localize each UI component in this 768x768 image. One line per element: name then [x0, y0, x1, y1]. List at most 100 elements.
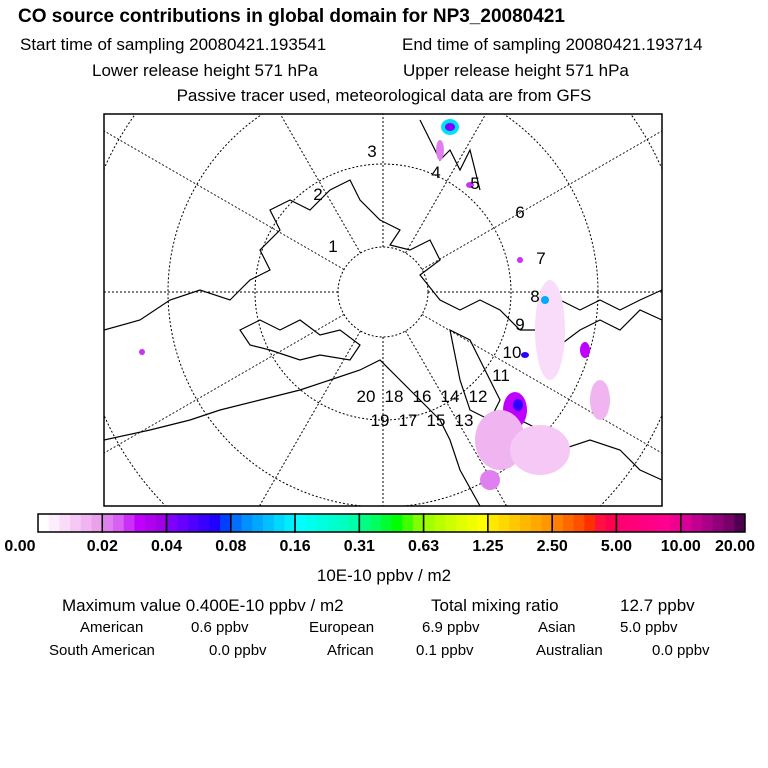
colorbar-cell: [123, 514, 135, 532]
day-label: 8: [530, 287, 539, 306]
total-mixing-label: Total mixing ratio: [431, 596, 559, 615]
start-time: Start time of sampling 20080421.193541: [20, 35, 327, 54]
colorbar-cell: [295, 514, 307, 532]
colorbar-cell: [573, 514, 585, 532]
day-label: 11: [492, 366, 510, 385]
max-value: Maximum value 0.400E-10 ppbv / m2: [62, 596, 344, 615]
colorbar-cell: [380, 514, 392, 532]
colorbar-cell: [445, 514, 457, 532]
day-label: 15: [427, 411, 446, 430]
region-value: 0.0 ppbv: [652, 642, 710, 659]
colorbar-cell: [530, 514, 542, 532]
day-label: 2: [313, 185, 322, 204]
plume-patch: [580, 342, 590, 358]
map-frame: [103, 113, 663, 507]
colorbar-cell: [412, 514, 425, 532]
region-name: American: [80, 619, 144, 636]
plume-patch: [510, 425, 570, 475]
colorbar-cell: [712, 514, 725, 532]
colorbar-tick-label: 0.63: [408, 538, 440, 555]
plume-patch: [535, 280, 565, 380]
colorbar-cell: [370, 514, 382, 532]
colorbar-cell: [209, 514, 221, 532]
colorbar-cell: [584, 514, 596, 532]
colorbar-cell: [220, 514, 232, 532]
colorbar-tick-label: 0.04: [150, 538, 183, 555]
region-value: 0.1 ppbv: [416, 642, 474, 659]
colorbar-cell: [305, 514, 318, 532]
colorbar-cell: [262, 514, 275, 532]
colorbar-cell: [734, 514, 746, 532]
day-label: 1: [328, 237, 337, 256]
colorbar-cell: [70, 514, 82, 532]
colorbar-cell: [359, 514, 371, 532]
plume-patch: [480, 470, 500, 490]
region-value: 0.6 ppbv: [191, 619, 249, 636]
colorbar-cell: [487, 514, 500, 532]
end-time: End time of sampling 20080421.193714: [402, 35, 703, 54]
colorbar-tick-label: 0.00: [4, 538, 36, 555]
total-mixing-value: 12.7 ppbv: [620, 596, 695, 615]
colorbar-cell: [691, 514, 703, 532]
colorbar-tick-label: 20.00: [714, 538, 756, 555]
colorbar-cell: [273, 514, 285, 532]
colorbar-cell: [434, 514, 446, 532]
day-label: 17: [399, 411, 418, 430]
colorbar-cell: [605, 514, 617, 532]
colorbar-cell: [702, 514, 714, 532]
colorbar-cell: [112, 514, 125, 532]
day-label: 19: [371, 411, 390, 430]
colorbar-tick-label: 2.50: [536, 538, 568, 555]
colorbar-cell: [455, 514, 467, 532]
colorbar-tick-label: 1.25: [472, 538, 504, 555]
colorbar-cell: [477, 514, 489, 532]
colorbar-cell: [562, 514, 575, 532]
plume-patch: [139, 349, 145, 355]
day-label: 6: [515, 203, 524, 222]
day-label: 14: [441, 387, 460, 406]
day-label: 12: [469, 387, 488, 406]
region-value: 5.0 ppbv: [620, 619, 678, 636]
figure-title: CO source contributions in global domain…: [18, 6, 565, 27]
colorbar-cell: [284, 514, 296, 532]
colorbar-cell: [230, 514, 243, 532]
colorbar-cell: [80, 514, 93, 532]
colorbar-cell: [520, 514, 532, 532]
plume-patch: [513, 399, 523, 411]
plume-patch: [590, 380, 610, 420]
colorbar-cell: [252, 514, 264, 532]
colorbar-cell: [102, 514, 114, 532]
region-value: 6.9 ppbv: [422, 619, 480, 636]
colorbar-cell: [670, 514, 682, 532]
colorbar-tick-label: 5.00: [600, 538, 633, 555]
colorbar-cell: [423, 514, 435, 532]
tracer-note: Passive tracer used, meteorological data…: [176, 86, 592, 105]
colorbar-tick-label: 0.31: [343, 538, 375, 555]
day-label: 18: [385, 387, 404, 406]
region-value: 0.0 ppbv: [209, 642, 267, 659]
day-label: 16: [413, 387, 432, 406]
colorbar-cell: [187, 514, 200, 532]
colorbar-tick-label: 0.08: [215, 538, 247, 555]
colorbar-cell: [198, 514, 210, 532]
day-label: 13: [455, 411, 474, 430]
colorbar-cell: [337, 514, 350, 532]
colorbar-cell: [145, 514, 157, 532]
colorbar-cell: [509, 514, 521, 532]
day-label: 10: [503, 343, 522, 362]
colorbar-cell: [723, 514, 735, 532]
concentration-plume: [139, 119, 610, 490]
colorbar-cell: [595, 514, 607, 532]
colorbar-cell: [680, 514, 692, 532]
colorbar-cell: [155, 514, 168, 532]
colorbar-unit: 10E-10 ppbv / m2: [316, 566, 452, 585]
colorbar-cell: [241, 514, 253, 532]
day-label: 4: [431, 163, 440, 182]
region-name: African: [327, 642, 374, 659]
colorbar-tick-label: 0.02: [86, 538, 118, 555]
colorbar-cell: [627, 514, 639, 532]
day-label: 9: [515, 315, 524, 334]
day-label: 7: [536, 249, 545, 268]
